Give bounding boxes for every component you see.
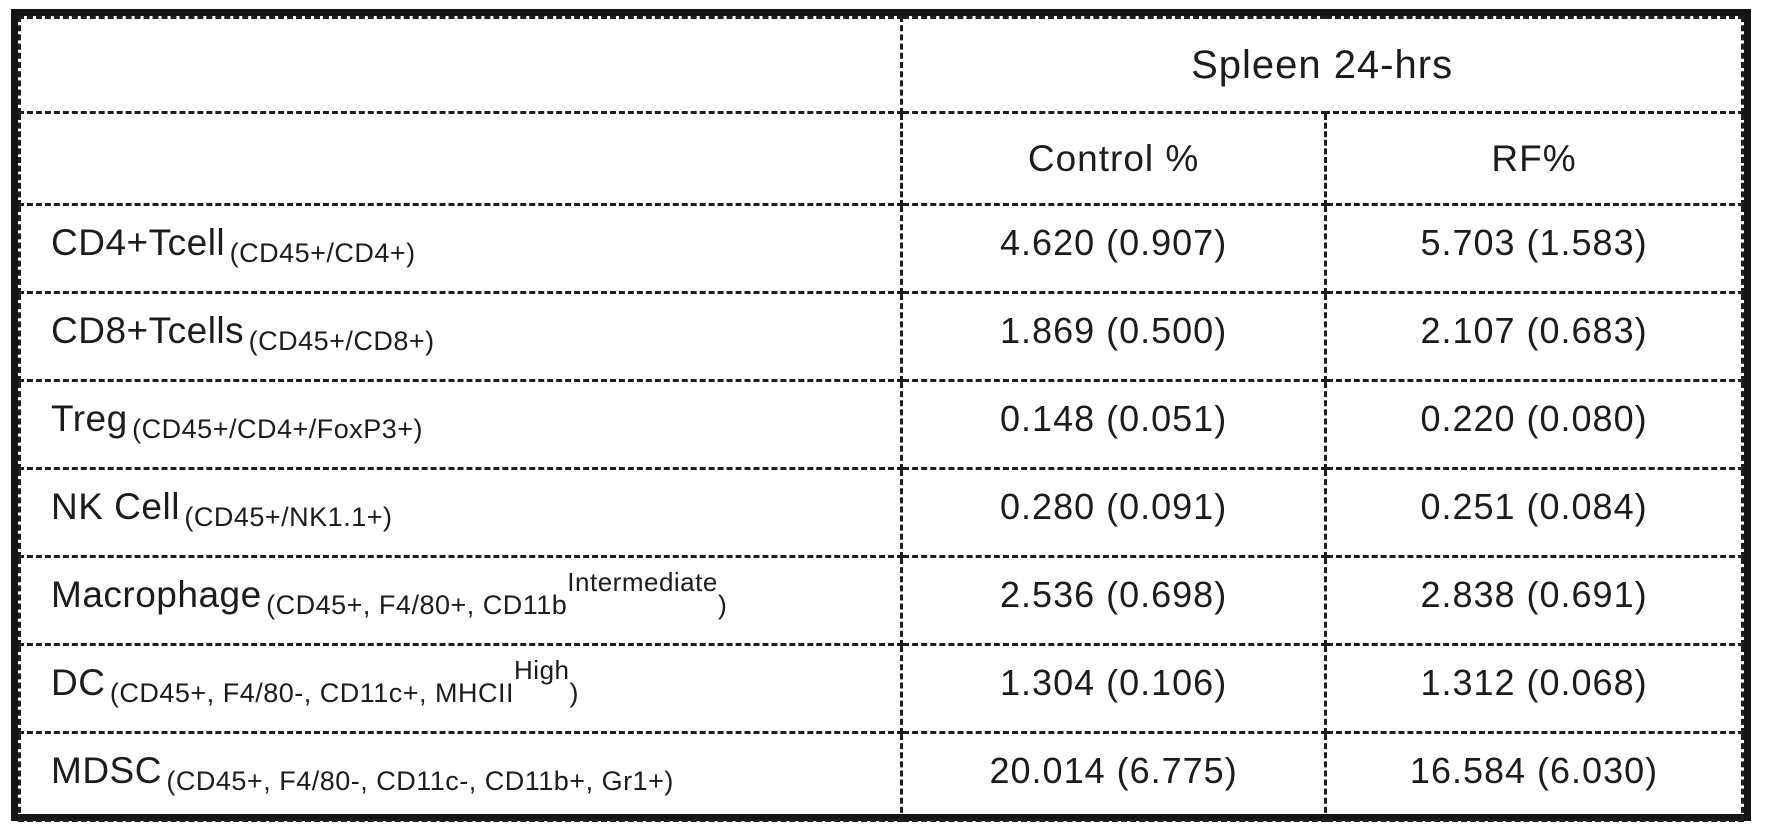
spleen-results-table: Spleen 24-hrs Control % RF% CD4+Tcell (C…: [17, 16, 1744, 822]
rf-value: 5.703 (1.583): [1324, 203, 1744, 294]
spleen-results-table-frame: Spleen 24-hrs Control % RF% CD4+Tcell (C…: [11, 9, 1751, 822]
cell-population-name: DC: [51, 662, 106, 703]
row-label: NK Cell (CD45+/NK1.1+): [17, 467, 904, 558]
cell-population-name: Macrophage: [51, 574, 262, 615]
control-value: 1.869 (0.500): [900, 291, 1328, 382]
marker-close-paren: ): [569, 678, 580, 708]
cell-population-name: MDSC: [51, 750, 162, 791]
column-header-control: Control %: [900, 111, 1328, 206]
marker-subscript: (CD45+/CD8+): [248, 326, 435, 356]
table-title-row: Spleen 24-hrs: [17, 16, 1744, 114]
control-value: 0.148 (0.051): [900, 379, 1328, 470]
row-label: CD8+Tcells (CD45+/CD8+): [17, 291, 904, 382]
control-value: 20.014 (6.775): [900, 731, 1328, 822]
marker-superscript: Intermediate: [567, 567, 718, 597]
table-row-nk-cell: NK Cell (CD45+/NK1.1+) 0.280 (0.091) 0.2…: [17, 467, 1744, 558]
control-value: 1.304 (0.106): [900, 643, 1328, 734]
marker-subscript: (CD45+, F4/80+, CD11b: [266, 590, 568, 620]
table-row-treg: Treg (CD45+/CD4+/FoxP3+) 0.148 (0.051) 0…: [17, 379, 1744, 470]
marker-subscript: (CD45+, F4/80-, CD11c+, MHCII: [109, 678, 515, 708]
control-value: 4.620 (0.907): [900, 203, 1328, 294]
cell-population-name: CD4+Tcell: [51, 222, 226, 263]
table-row-macrophage: Macrophage (CD45+, F4/80+, CD11bIntermed…: [17, 555, 1744, 646]
marker-subscript: (CD45+/NK1.1+): [184, 502, 393, 532]
marker-subscript: (CD45+/CD4+): [229, 238, 416, 268]
marker-superscript: High: [514, 655, 570, 685]
rf-value: 1.312 (0.068): [1324, 643, 1744, 734]
cell-population-name: NK Cell: [51, 486, 180, 527]
table-row-cd4-tcell: CD4+Tcell (CD45+/CD4+) 4.620 (0.907) 5.7…: [17, 203, 1744, 294]
table-row-cd8-tcells: CD8+Tcells (CD45+/CD8+) 1.869 (0.500) 2.…: [17, 291, 1744, 382]
empty-header-cell: [17, 111, 904, 206]
row-label: Macrophage (CD45+, F4/80+, CD11bIntermed…: [17, 555, 904, 646]
cell-population-name: CD8+Tcells: [51, 310, 245, 351]
table-title: Spleen 24-hrs: [900, 16, 1744, 114]
table-header-row: Control % RF%: [17, 111, 1744, 206]
row-label: MDSC (CD45+, F4/80-, CD11c-, CD11b+, Gr1…: [17, 731, 904, 822]
marker-close-paren: ): [717, 590, 728, 620]
control-value: 2.536 (0.698): [900, 555, 1328, 646]
empty-corner-cell: [17, 16, 904, 114]
rf-value: 16.584 (6.030): [1324, 731, 1744, 822]
row-label: CD4+Tcell (CD45+/CD4+): [17, 203, 904, 294]
rf-value: 2.838 (0.691): [1324, 555, 1744, 646]
table-row-dc: DC (CD45+, F4/80-, CD11c+, MHCIIHigh) 1.…: [17, 643, 1744, 734]
marker-subscript: (CD45+, F4/80-, CD11c-, CD11b+, Gr1+): [166, 766, 674, 796]
table-row-mdsc: MDSC (CD45+, F4/80-, CD11c-, CD11b+, Gr1…: [17, 731, 1744, 822]
row-label: DC (CD45+, F4/80-, CD11c+, MHCIIHigh): [17, 643, 904, 734]
rf-value: 0.220 (0.080): [1324, 379, 1744, 470]
rf-value: 2.107 (0.683): [1324, 291, 1744, 382]
control-value: 0.280 (0.091): [900, 467, 1328, 558]
row-label: Treg (CD45+/CD4+/FoxP3+): [17, 379, 904, 470]
column-header-rf: RF%: [1324, 111, 1744, 206]
rf-value: 0.251 (0.084): [1324, 467, 1744, 558]
cell-population-name: Treg: [51, 398, 128, 439]
marker-subscript: (CD45+/CD4+/FoxP3+): [132, 414, 424, 444]
